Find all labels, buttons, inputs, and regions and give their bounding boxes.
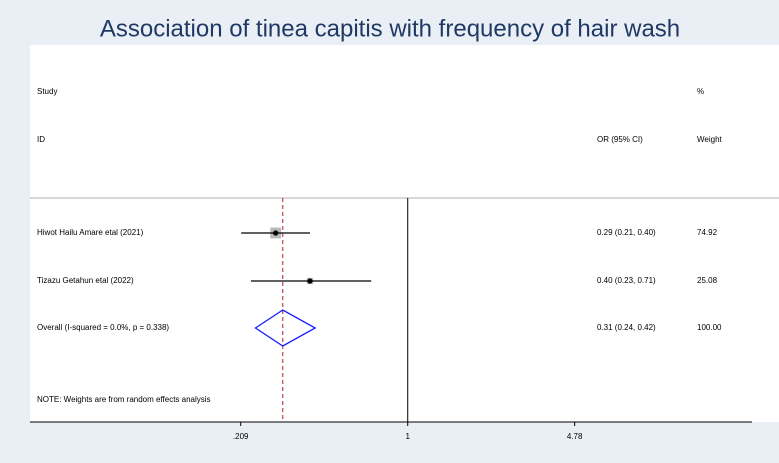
- header: %: [697, 87, 704, 96]
- header: Weight: [697, 135, 723, 144]
- x-tick-label: 1: [406, 432, 411, 441]
- weight-label: 100.00: [697, 323, 722, 332]
- x-tick-label: 4.78: [567, 432, 583, 441]
- ci-label: 0.40 (0.23, 0.71): [597, 276, 656, 285]
- chart-title: Association of tinea capitis with freque…: [100, 15, 680, 42]
- header: ID: [37, 135, 45, 144]
- ci-label: 0.31 (0.24, 0.42): [597, 323, 656, 332]
- header: OR (95% CI): [597, 135, 643, 144]
- plot-area: [30, 45, 779, 422]
- ci-label: 0.29 (0.21, 0.40): [597, 228, 656, 237]
- point: [273, 230, 279, 236]
- weight-label: 74.92: [697, 228, 718, 237]
- x-tick-label: .209: [233, 432, 249, 441]
- study-name: Overall (I-squared = 0.0%, p = 0.338): [37, 323, 169, 332]
- overall-diamond: [254, 309, 317, 347]
- note: NOTE: Weights are from random effects an…: [37, 395, 211, 404]
- point: [307, 278, 313, 284]
- study-name: Hiwot Hailu Amare etal (2021): [37, 228, 144, 237]
- header: Study: [37, 87, 57, 96]
- study-name: Tizazu Getahun etal (2022): [37, 276, 134, 285]
- weight-label: 25.08: [697, 276, 718, 285]
